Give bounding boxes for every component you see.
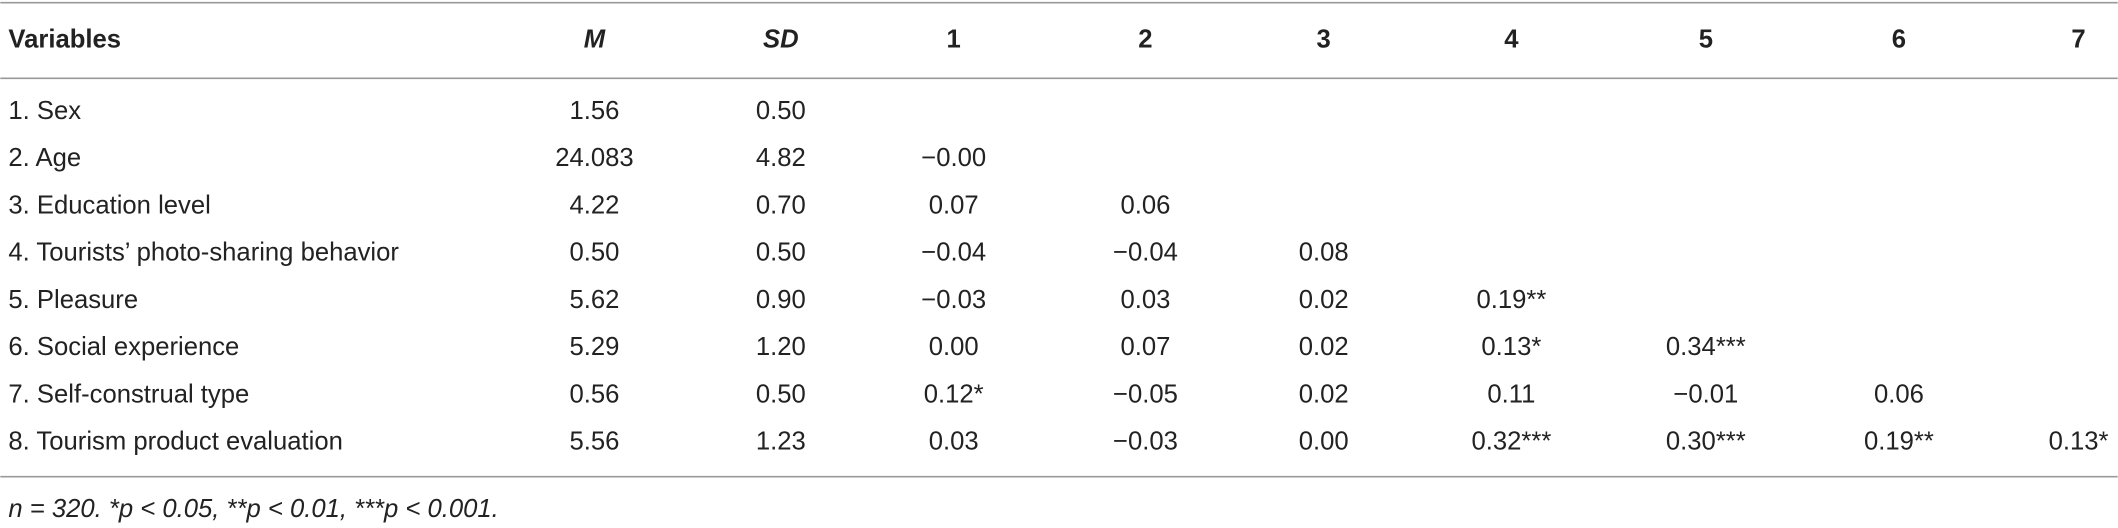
cell: 0.06 <box>1874 380 1924 408</box>
header-cell: 2 <box>1138 25 1152 53</box>
cell: −0.04 <box>921 239 986 267</box>
header-cell: 4 <box>1504 25 1519 53</box>
cell: 1.20 <box>756 333 806 361</box>
cell: 0.50 <box>756 239 806 267</box>
row-label: 6. Social experience <box>8 333 239 361</box>
cell: 0.13* <box>1481 333 1541 361</box>
header-cell: Variables <box>8 25 121 53</box>
row-label: 4. Tourists’ photo-sharing behavior <box>8 239 399 267</box>
cell: 0.19** <box>1476 286 1546 314</box>
cell: 0.50 <box>756 380 806 408</box>
cell: 5.29 <box>570 333 620 361</box>
cell: 0.70 <box>756 191 806 219</box>
row-label: 7. Self-construal type <box>8 380 249 408</box>
cell: 4.22 <box>570 191 620 219</box>
header-cell: 5 <box>1699 25 1713 53</box>
cell: 0.34*** <box>1666 333 1746 361</box>
cell: 4.82 <box>756 144 806 172</box>
cell: 0.00 <box>1299 428 1349 456</box>
cell: 0.13* <box>2049 428 2109 456</box>
cell: 0.50 <box>756 97 806 125</box>
cell: −0.01 <box>1673 380 1738 408</box>
cell: 0.32*** <box>1471 428 1551 456</box>
cell: −0.04 <box>1113 239 1178 267</box>
row-label: 5. Pleasure <box>8 286 138 314</box>
row-label: 2. Age <box>8 144 81 172</box>
cell: 0.56 <box>570 380 620 408</box>
table-note: n = 320. *p < 0.05, **p < 0.01, ***p < 0… <box>8 495 498 523</box>
cell: 1.23 <box>756 428 806 456</box>
cell: −0.00 <box>921 144 986 172</box>
cell: 24.083 <box>555 144 633 172</box>
cell: 0.30*** <box>1666 428 1746 456</box>
cell: −0.05 <box>1113 380 1178 408</box>
cell: −0.03 <box>1113 428 1178 456</box>
header-cell: 3 <box>1317 25 1331 53</box>
cell: 0.02 <box>1299 380 1349 408</box>
cell: 0.08 <box>1299 239 1349 267</box>
cell: 0.07 <box>1120 333 1170 361</box>
cell: 0.11 <box>1487 380 1535 408</box>
cell: 5.56 <box>570 428 620 456</box>
cell: 0.07 <box>929 191 979 219</box>
cell: 0.19** <box>1864 428 1934 456</box>
cell: −0.03 <box>921 286 986 314</box>
header-cell: 6 <box>1892 25 1906 53</box>
cell: 0.12* <box>924 380 984 408</box>
cell: 1.56 <box>570 97 620 125</box>
cell: 0.90 <box>756 286 806 314</box>
cell: 0.50 <box>570 239 620 267</box>
row-label: 3. Education level <box>8 191 210 219</box>
cell: 5.62 <box>570 286 620 314</box>
header-cell: 7 <box>2071 25 2085 53</box>
cell: 0.03 <box>1120 286 1170 314</box>
header-cell: M <box>584 25 606 53</box>
row-label: 1. Sex <box>8 97 81 125</box>
cell: 0.00 <box>929 333 979 361</box>
cell: 0.03 <box>929 428 979 456</box>
row-label: 8. Tourism product evaluation <box>8 428 342 456</box>
header-cell: SD <box>763 25 799 53</box>
cell: 0.02 <box>1299 333 1349 361</box>
header-cell: 1 <box>947 25 961 53</box>
cell: 0.02 <box>1299 286 1349 314</box>
cell: 0.06 <box>1120 191 1170 219</box>
